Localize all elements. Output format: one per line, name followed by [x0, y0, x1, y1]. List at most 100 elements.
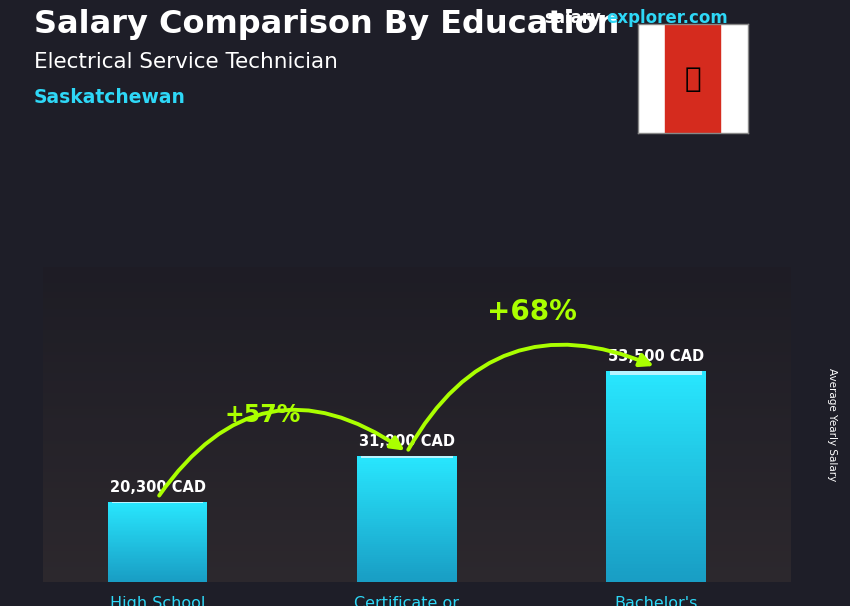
Bar	[108, 514, 207, 515]
Bar	[357, 573, 456, 576]
Bar	[108, 522, 207, 523]
Bar	[606, 424, 706, 427]
Bar	[108, 504, 207, 506]
Bar	[606, 448, 706, 452]
Bar	[606, 385, 706, 388]
Bar	[108, 536, 207, 538]
Text: +68%: +68%	[487, 298, 576, 326]
Bar	[606, 564, 706, 568]
Bar	[357, 536, 456, 538]
Bar	[108, 506, 207, 507]
Bar	[357, 554, 456, 557]
Text: 🍁: 🍁	[684, 65, 701, 93]
Bar	[606, 410, 706, 413]
Text: salary: salary	[544, 9, 601, 27]
Bar	[108, 508, 207, 510]
Bar	[606, 568, 706, 571]
Bar	[108, 507, 207, 508]
Bar	[606, 445, 706, 448]
Bar	[606, 539, 706, 543]
Bar	[606, 431, 706, 435]
Bar	[606, 504, 706, 508]
Bar	[108, 575, 207, 576]
Bar	[108, 553, 207, 554]
Bar	[357, 461, 456, 462]
Bar	[357, 557, 456, 559]
Bar	[606, 402, 706, 406]
Bar	[108, 534, 207, 535]
Text: Saskatchewan: Saskatchewan	[34, 88, 186, 107]
Bar	[606, 480, 706, 484]
Bar	[108, 562, 207, 563]
Bar	[108, 538, 207, 539]
Bar	[606, 462, 706, 466]
Bar	[357, 496, 456, 498]
Bar	[357, 544, 456, 546]
Bar	[108, 546, 207, 547]
Bar	[357, 456, 456, 458]
Bar	[357, 578, 456, 580]
Bar	[108, 576, 207, 578]
Bar	[357, 531, 456, 534]
Bar	[357, 530, 456, 531]
Bar	[606, 375, 706, 378]
Bar	[357, 576, 456, 578]
Bar	[606, 557, 706, 561]
Bar	[357, 458, 456, 461]
Bar	[606, 578, 706, 582]
Bar	[357, 471, 456, 473]
Bar	[108, 551, 207, 553]
Bar	[357, 567, 456, 569]
Bar	[108, 516, 207, 518]
Bar	[108, 563, 207, 564]
Bar	[108, 561, 207, 562]
Bar	[108, 510, 207, 511]
Bar	[606, 441, 706, 445]
Bar	[606, 501, 706, 504]
Bar	[357, 580, 456, 582]
Bar	[606, 382, 706, 385]
Text: Salary Comparison By Education: Salary Comparison By Education	[34, 9, 620, 40]
Bar	[606, 571, 706, 574]
Text: explorer.com: explorer.com	[606, 9, 728, 27]
Bar	[108, 523, 207, 524]
Bar	[606, 452, 706, 455]
Bar	[606, 417, 706, 420]
Bar	[357, 490, 456, 491]
Bar	[108, 548, 207, 550]
Text: +57%: +57%	[225, 403, 301, 427]
Bar	[606, 515, 706, 519]
Bar	[606, 529, 706, 533]
Bar	[610, 371, 702, 375]
Bar	[108, 579, 207, 581]
Bar	[606, 473, 706, 476]
Bar	[606, 536, 706, 539]
Bar	[357, 464, 456, 467]
Bar	[108, 502, 207, 503]
Bar	[357, 491, 456, 494]
Bar	[108, 518, 207, 519]
Text: Average Yearly Salary: Average Yearly Salary	[827, 368, 837, 481]
Bar	[108, 559, 207, 561]
Bar	[606, 484, 706, 487]
Bar	[606, 508, 706, 511]
Bar	[108, 539, 207, 541]
Bar	[357, 538, 456, 540]
Bar	[606, 511, 706, 515]
Bar	[357, 494, 456, 496]
Bar	[606, 522, 706, 525]
Bar	[606, 438, 706, 441]
Bar	[108, 570, 207, 571]
Bar	[357, 548, 456, 550]
Text: 53,500 CAD: 53,500 CAD	[609, 349, 705, 364]
Bar	[357, 504, 456, 507]
Bar	[638, 24, 665, 133]
Bar	[108, 547, 207, 548]
Bar	[357, 502, 456, 504]
Bar	[108, 571, 207, 573]
Bar	[108, 511, 207, 513]
Bar	[606, 396, 706, 399]
Bar	[357, 511, 456, 513]
Bar	[108, 531, 207, 533]
Bar	[606, 476, 706, 480]
